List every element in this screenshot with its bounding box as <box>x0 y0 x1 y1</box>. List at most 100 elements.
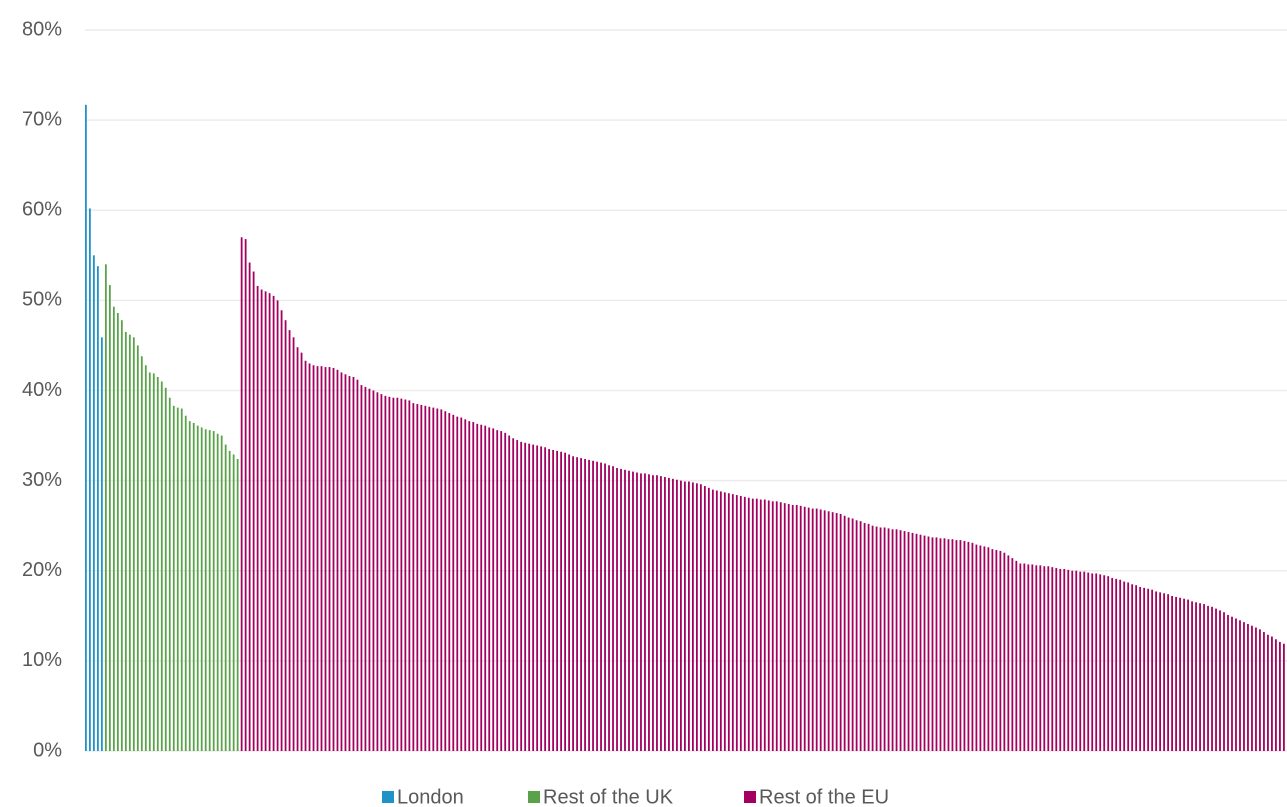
bar <box>1167 594 1169 751</box>
bar <box>612 466 614 751</box>
bar <box>1171 595 1173 751</box>
bar <box>240 237 243 752</box>
bar <box>592 460 594 751</box>
bar <box>500 431 503 751</box>
bar <box>628 470 630 751</box>
bar <box>668 477 670 751</box>
bar <box>436 408 439 751</box>
bar <box>296 347 299 751</box>
bar <box>512 438 515 751</box>
bar <box>883 527 886 751</box>
bar <box>256 285 259 751</box>
bar <box>891 529 894 751</box>
bar <box>951 539 954 751</box>
bar <box>312 365 315 751</box>
bar <box>1235 618 1237 751</box>
bar <box>540 446 543 751</box>
bar <box>747 497 750 751</box>
bar <box>775 501 778 751</box>
bar <box>1159 592 1162 751</box>
bar <box>1091 573 1094 751</box>
bar <box>1099 574 1102 751</box>
bar <box>1231 616 1233 751</box>
bar <box>1259 629 1261 751</box>
bar <box>1179 597 1181 751</box>
bar <box>676 479 678 751</box>
bar <box>176 407 179 751</box>
bar <box>220 435 223 751</box>
bar <box>580 458 582 751</box>
bar <box>1079 571 1082 751</box>
bar <box>236 458 239 751</box>
bar <box>328 367 331 751</box>
bar <box>520 441 523 751</box>
bar <box>1239 620 1241 751</box>
bar <box>783 503 786 751</box>
bar <box>835 513 838 751</box>
bar <box>300 352 303 751</box>
bar <box>991 549 994 751</box>
bar <box>995 550 998 751</box>
bar <box>863 522 866 751</box>
bar <box>604 463 606 751</box>
bar <box>228 450 231 751</box>
bar <box>1119 579 1122 751</box>
bar <box>919 534 922 751</box>
bar <box>1083 571 1086 751</box>
bar <box>1215 608 1217 751</box>
bar <box>1155 591 1158 751</box>
bar <box>819 509 822 751</box>
bar <box>1123 581 1126 751</box>
bar <box>987 547 990 751</box>
bar <box>144 365 147 751</box>
bar <box>939 538 942 751</box>
bar <box>1223 612 1225 751</box>
bar <box>687 481 690 751</box>
bar <box>731 494 734 751</box>
bar <box>1023 563 1026 751</box>
bar <box>743 496 746 751</box>
bar <box>548 449 551 751</box>
bar <box>504 432 507 751</box>
bar <box>923 535 926 751</box>
bar <box>751 498 754 751</box>
bar <box>727 493 730 751</box>
bar <box>703 486 706 751</box>
bar <box>843 515 846 751</box>
bar <box>428 406 431 751</box>
bar <box>1131 584 1134 751</box>
bar <box>132 337 135 751</box>
bar <box>915 533 918 751</box>
bar <box>568 454 570 751</box>
bar <box>867 523 870 751</box>
bar <box>903 531 906 751</box>
bar <box>324 367 327 751</box>
bar <box>360 385 363 751</box>
bar <box>1163 593 1166 751</box>
y-tick-label: 80% <box>22 18 62 40</box>
bar <box>943 538 946 751</box>
bar <box>584 458 586 751</box>
bar <box>420 404 423 751</box>
legend-label: London <box>397 786 464 807</box>
bar <box>684 481 686 751</box>
bar <box>216 433 219 751</box>
bar <box>304 360 307 751</box>
bar <box>723 492 726 751</box>
bar <box>1047 566 1050 751</box>
bar <box>879 527 882 751</box>
bar <box>1255 627 1257 751</box>
bar <box>372 390 375 751</box>
bar <box>316 366 319 751</box>
bar <box>1187 599 1189 751</box>
bar <box>739 495 742 751</box>
bar <box>456 416 459 751</box>
bar <box>755 498 758 751</box>
bar <box>448 413 451 751</box>
bar <box>1087 572 1090 751</box>
bar <box>999 550 1002 751</box>
bar <box>1067 569 1070 751</box>
bar <box>1103 575 1106 751</box>
